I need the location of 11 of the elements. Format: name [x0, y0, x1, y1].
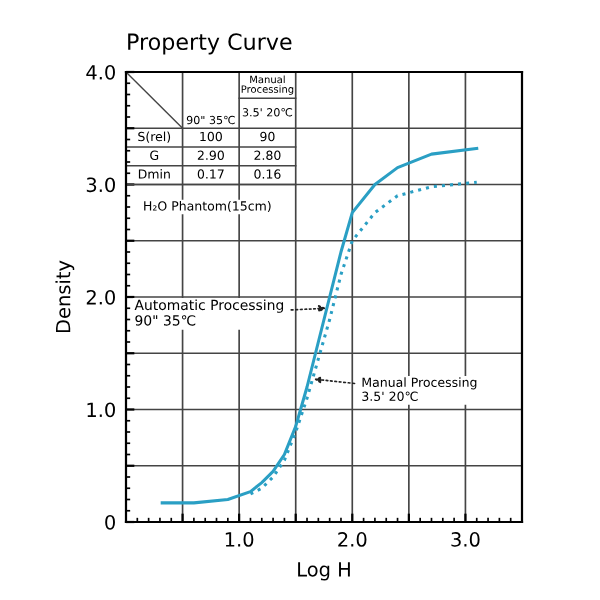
- x-axis-title: Log H: [298, 562, 350, 581]
- y-axis-title: Density: [55, 260, 75, 333]
- x-tick-label: 1.0: [225, 532, 254, 547]
- y-tick-label: 0: [105, 514, 115, 530]
- x-tick-label: 3.0: [451, 532, 480, 547]
- y-tick-label: 4.0: [86, 64, 115, 80]
- y-tick-label: 1.0: [87, 402, 115, 418]
- x-tick-label: 2.0: [338, 532, 367, 547]
- y-tick-label: 2.0: [86, 289, 115, 305]
- y-tick-label: 3.0: [86, 177, 115, 193]
- chart-title: Property Curve: [128, 33, 292, 55]
